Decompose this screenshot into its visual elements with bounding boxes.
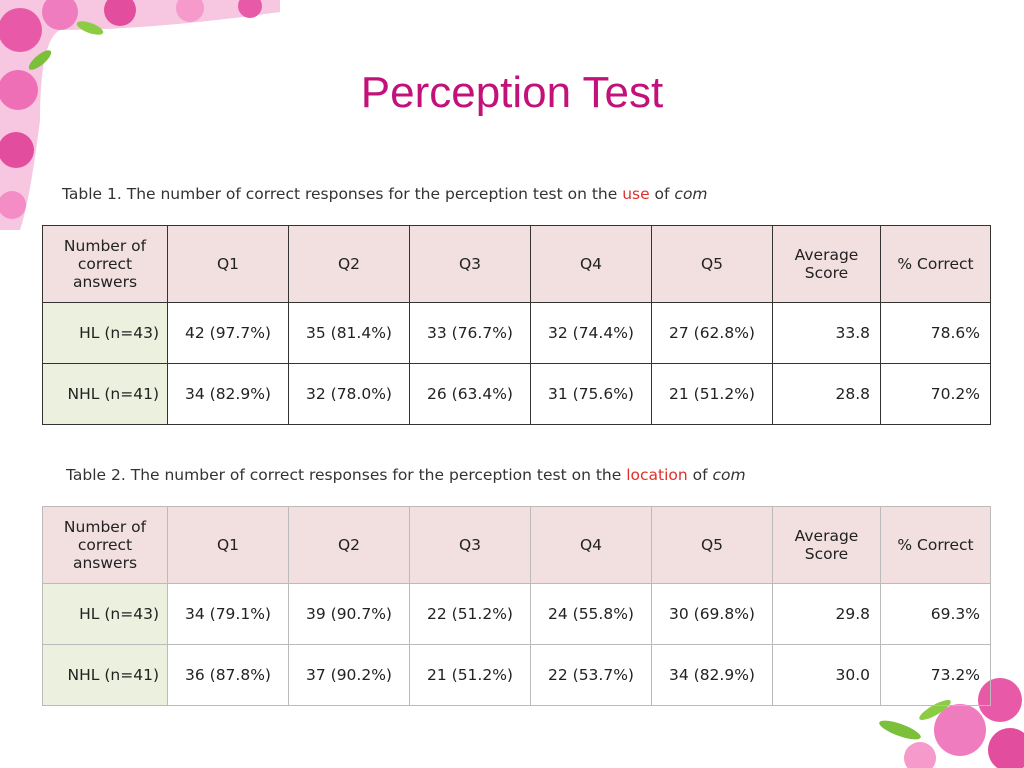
- table-cell: 32 (78.0%): [288, 363, 410, 425]
- table-cell: HL (n=43): [42, 583, 168, 645]
- header-cell: Number of correct answers: [42, 225, 168, 303]
- data-table: Number of correct answers Q1 Q2 Q3 Q4 Q5 Avera…: [42, 225, 991, 425]
- table-caption: Table 1. The number of correct responses…: [62, 185, 708, 203]
- table-cell: 36 (87.8%): [167, 644, 289, 706]
- table-cell: 34 (82.9%): [167, 363, 289, 425]
- header-cell: Q5: [651, 506, 773, 584]
- table-cell: 33.8: [772, 302, 881, 364]
- table-row: HL (n=43) 34 (79.1%) 39 (90.7%) 22 (51.2%) 2…: [42, 583, 991, 645]
- table-row: NHL (n=41) 36 (87.8%) 37 (90.2%) 21 (51.2%)…: [42, 644, 991, 706]
- table-cell: 34 (79.1%): [167, 583, 289, 645]
- data-table: Number of correct answers Q1 Q2 Q3 Q4 Q5 Avera…: [42, 506, 991, 706]
- table-cell: 30.0: [772, 644, 881, 706]
- header-cell: Q1: [167, 506, 289, 584]
- table-cell: 33 (76.7%): [409, 302, 531, 364]
- header-cell: Q3: [409, 506, 531, 584]
- table-cell: 70.2%: [880, 363, 991, 425]
- caption-part: of: [687, 466, 713, 484]
- header-row: Number of correct answers Q1 Q2 Q3 Q4 Q5 Avera…: [42, 506, 991, 584]
- table-cell: 37 (90.2%): [288, 644, 410, 706]
- table-cell: 22 (51.2%): [409, 583, 531, 645]
- header-row: Number of correct answers Q1 Q2 Q3 Q4 Q5 Avera…: [42, 225, 991, 303]
- header-cell: Q1: [167, 225, 289, 303]
- header-cell: % Correct: [880, 225, 991, 303]
- table-cell: 28.8: [772, 363, 881, 425]
- caption-part: com: [712, 466, 746, 484]
- caption-part: location: [626, 466, 688, 484]
- caption-part: Table 1. The number of correct responses…: [62, 185, 623, 203]
- header-cell: Q5: [651, 225, 773, 303]
- header-cell: Q4: [530, 225, 652, 303]
- table-cell: 26 (63.4%): [409, 363, 531, 425]
- caption-part: Table 2. The number of correct responses…: [66, 466, 627, 484]
- table-cell: 24 (55.8%): [530, 583, 652, 645]
- caption-part: of: [649, 185, 675, 203]
- caption-part: use: [622, 185, 650, 203]
- table-cell: 32 (74.4%): [530, 302, 652, 364]
- table-cell: 39 (90.7%): [288, 583, 410, 645]
- table-cell: 27 (62.8%): [651, 302, 773, 364]
- header-cell: % Correct: [880, 506, 991, 584]
- table-cell: 35 (81.4%): [288, 302, 410, 364]
- table-cell: 42 (97.7%): [167, 302, 289, 364]
- table-cell: HL (n=43): [42, 302, 168, 364]
- table-cell: 78.6%: [880, 302, 991, 364]
- table-cell: 31 (75.6%): [530, 363, 652, 425]
- table-cell: 29.8: [772, 583, 881, 645]
- table-cell: 21 (51.2%): [409, 644, 531, 706]
- header-cell: Number of correct answers: [42, 506, 168, 584]
- caption-part: com: [674, 185, 708, 203]
- table-cell: 69.3%: [880, 583, 991, 645]
- table-cell: 21 (51.2%): [651, 363, 773, 425]
- table-cell: NHL (n=41): [42, 644, 168, 706]
- table-cell: 34 (82.9%): [651, 644, 773, 706]
- table-row: NHL (n=41) 34 (82.9%) 32 (78.0%) 26 (63.4%)…: [42, 363, 991, 425]
- table-cell: NHL (n=41): [42, 363, 168, 425]
- header-cell: Q3: [409, 225, 531, 303]
- header-cell: Q4: [530, 506, 652, 584]
- table-caption: Table 2. The number of correct responses…: [66, 466, 746, 484]
- table-cell: 22 (53.7%): [530, 644, 652, 706]
- flower-decoration: [0, 0, 280, 230]
- header-cell: Average Score: [772, 225, 881, 303]
- table-cell: 30 (69.8%): [651, 583, 773, 645]
- slide-title: Perception Test: [360, 68, 664, 117]
- header-cell: Average Score: [772, 506, 881, 584]
- table-cell: 73.2%: [880, 644, 991, 706]
- header-cell: Q2: [288, 225, 410, 303]
- header-cell: Q2: [288, 506, 410, 584]
- table-row: HL (n=43) 42 (97.7%) 35 (81.4%) 33 (76.7%) 3…: [42, 302, 991, 364]
